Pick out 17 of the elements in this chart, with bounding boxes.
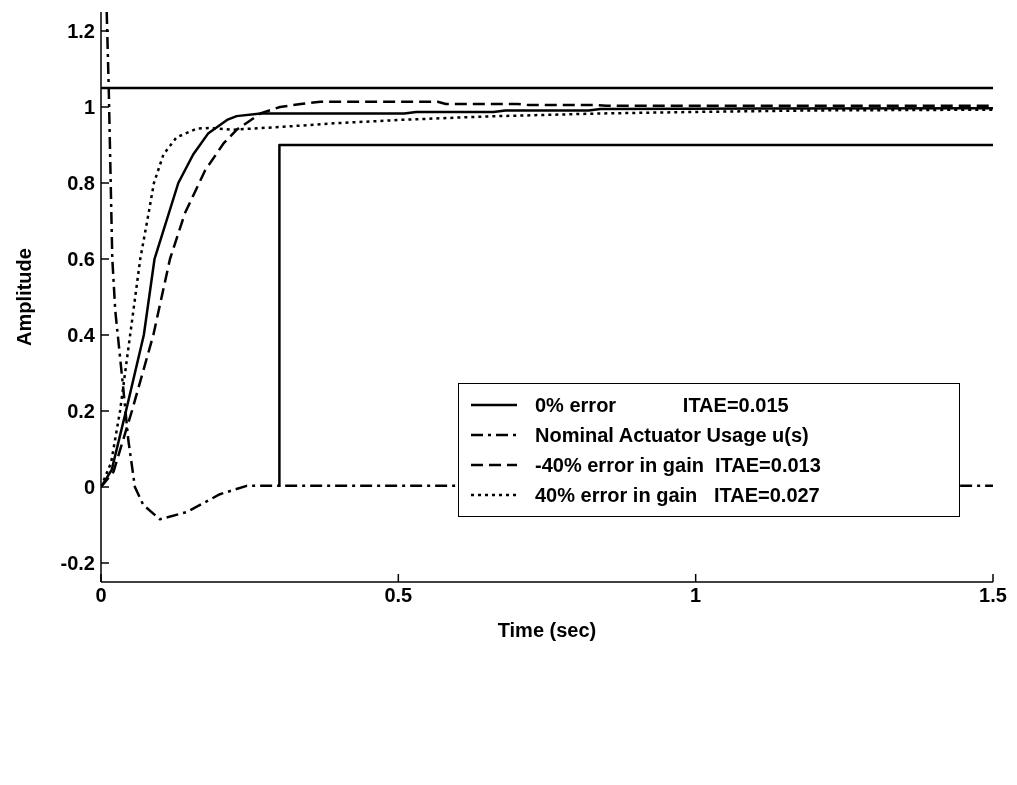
y-tick-label: 0.8	[67, 172, 95, 195]
y-tick-label: 0.6	[67, 248, 95, 271]
x-axis-title: Time (sec)	[497, 619, 597, 641]
legend-label: 40% error in gain ITAE=0.027	[535, 483, 820, 507]
legend-label: Nominal Actuator Usage u(s)	[535, 423, 809, 447]
y-tick-label: 1	[83, 96, 95, 119]
y-tick-label: 0.2	[67, 400, 95, 423]
x-tick-label: 0.5	[384, 584, 413, 607]
legend-label: -40% error in gain ITAE=0.013	[535, 453, 821, 477]
x-tick-label: 1.5	[979, 584, 1007, 607]
y-tick-label: 1.2	[67, 20, 95, 43]
y-tick-label: 0	[83, 476, 95, 499]
y-tick-label: 0.4	[67, 324, 96, 347]
legend-label: 0% error ITAE=0.015	[535, 393, 789, 417]
x-tick-label: 1	[690, 584, 702, 607]
y-tick-label: -0.2	[60, 552, 95, 575]
y-axis-title: Amplitude	[13, 248, 36, 346]
